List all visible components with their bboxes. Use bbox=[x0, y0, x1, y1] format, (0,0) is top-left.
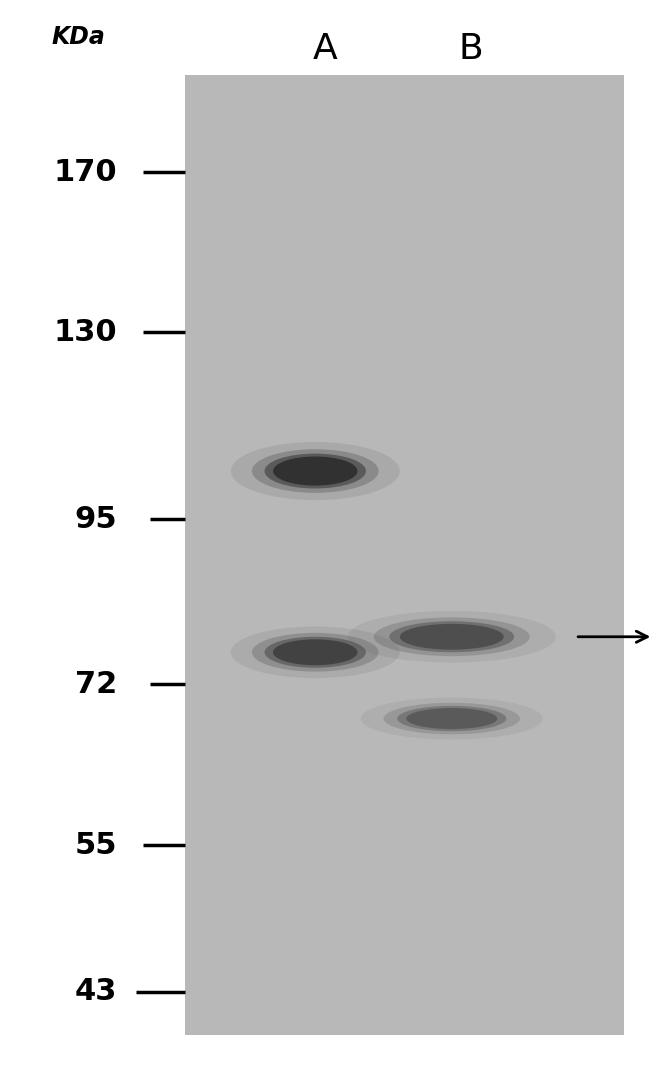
Text: 55: 55 bbox=[75, 830, 117, 859]
Ellipse shape bbox=[265, 637, 366, 667]
Text: 72: 72 bbox=[75, 671, 117, 699]
Text: 130: 130 bbox=[53, 318, 117, 347]
FancyBboxPatch shape bbox=[185, 75, 624, 1035]
Text: A: A bbox=[313, 31, 337, 66]
Ellipse shape bbox=[265, 454, 366, 488]
Ellipse shape bbox=[406, 708, 497, 729]
Text: 95: 95 bbox=[74, 505, 117, 534]
Text: 43: 43 bbox=[75, 978, 117, 1006]
Ellipse shape bbox=[348, 611, 556, 663]
Ellipse shape bbox=[389, 621, 514, 652]
Ellipse shape bbox=[384, 703, 520, 734]
Ellipse shape bbox=[374, 618, 530, 657]
Ellipse shape bbox=[231, 442, 400, 500]
Ellipse shape bbox=[231, 626, 400, 678]
Ellipse shape bbox=[252, 450, 378, 493]
Ellipse shape bbox=[397, 706, 506, 731]
Text: B: B bbox=[459, 31, 484, 66]
Ellipse shape bbox=[252, 633, 378, 672]
Ellipse shape bbox=[273, 639, 358, 665]
Text: KDa: KDa bbox=[52, 25, 106, 49]
Ellipse shape bbox=[361, 697, 543, 740]
Ellipse shape bbox=[400, 624, 504, 650]
Text: 170: 170 bbox=[53, 157, 117, 186]
Ellipse shape bbox=[273, 456, 358, 485]
